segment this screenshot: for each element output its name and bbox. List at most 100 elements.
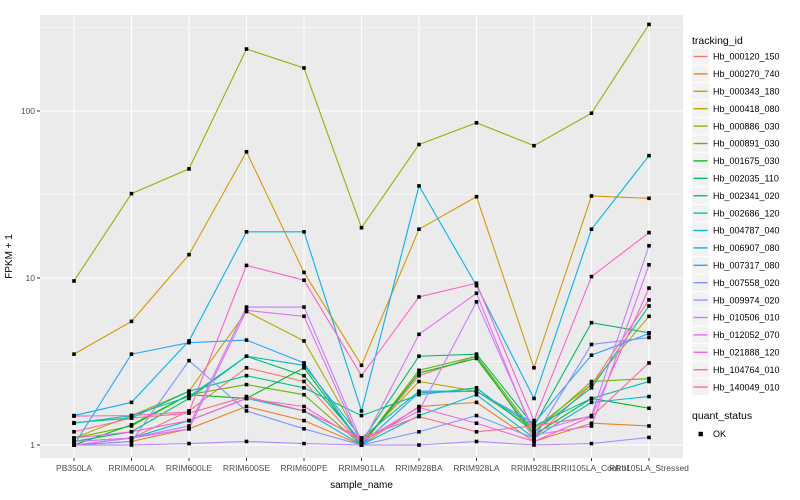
data-point-marker — [244, 263, 249, 268]
legend-item: Hb_021888_120 — [692, 344, 780, 361]
data-point-marker — [647, 394, 651, 399]
data-point-marker — [474, 392, 479, 397]
data-point-marker — [302, 339, 306, 343]
data-point-marker — [474, 352, 479, 356]
data-point-marker — [244, 354, 249, 359]
data-point-marker — [417, 392, 421, 397]
data-point-marker — [302, 305, 306, 309]
data-point-marker — [187, 411, 191, 416]
x-tick-label: RRII105LA_Stressed — [609, 463, 689, 473]
data-point-marker — [244, 394, 249, 399]
data-point-marker — [244, 396, 249, 401]
legend-item-label: Hb_001675_030 — [713, 156, 780, 166]
legend-item-label: OK — [713, 429, 726, 439]
data-point-marker — [589, 421, 594, 426]
data-point-marker — [302, 373, 306, 378]
data-point-marker — [302, 386, 306, 390]
legend-item-label: Hb_004787_040 — [713, 226, 780, 236]
data-point-marker — [187, 358, 191, 363]
legend-item-label: Hb_006907_080 — [713, 243, 780, 253]
x-tick-label: PB350LA — [56, 463, 92, 473]
data-point-marker — [474, 389, 479, 393]
legend-item-label: Hb_140049_010 — [713, 382, 780, 392]
data-point-marker — [72, 439, 76, 444]
axis-ticks: 1 10 100 PB350LA RRIM600LA RRIM600LE RRIM600SE… — [21, 106, 689, 473]
legend-item: Hb_007317_080 — [692, 257, 780, 274]
x-tick-label: RRIM928LA — [453, 463, 500, 473]
data-point-marker — [72, 352, 76, 356]
x-tick-label: RRIM600LA — [108, 463, 155, 473]
data-point-marker — [589, 227, 594, 231]
legend-item: Hb_009974_020 — [692, 291, 780, 309]
data-point-marker — [589, 414, 594, 419]
legend-item: Hb_007558_020 — [692, 274, 780, 291]
data-point-marker — [417, 332, 421, 337]
data-point-marker — [532, 443, 536, 447]
data-point-marker — [129, 429, 134, 434]
data-point-marker — [417, 295, 421, 299]
data-point-marker — [647, 314, 651, 319]
legend-item-label: Hb_000418_080 — [713, 104, 780, 114]
data-point-marker — [302, 66, 306, 70]
data-point-marker — [72, 414, 76, 418]
data-point-marker — [647, 331, 651, 336]
legend-item: Hb_000891_030 — [692, 135, 780, 152]
data-point-marker — [302, 418, 306, 423]
data-point-marker — [474, 356, 479, 361]
data-point-marker — [187, 340, 191, 345]
data-point-marker — [474, 300, 479, 304]
x-tick-label: RRIM600PE — [280, 463, 328, 473]
data-point-marker — [647, 335, 651, 340]
data-point-marker — [129, 413, 134, 418]
legend-item: Hb_000270_740 — [692, 65, 780, 83]
legend-title: tracking_id — [692, 35, 743, 47]
data-point-marker — [129, 416, 134, 420]
legend-item-label: Hb_021888_120 — [713, 348, 780, 358]
data-point-marker — [647, 230, 651, 235]
data-point-marker — [244, 404, 249, 409]
data-point-marker — [532, 418, 536, 423]
data-point-marker — [417, 373, 421, 378]
data-point-marker — [589, 400, 594, 405]
data-point-marker — [187, 418, 191, 423]
data-point-marker — [647, 376, 651, 381]
data-point-marker — [244, 439, 249, 444]
data-point-marker — [474, 429, 479, 434]
data-point-marker — [474, 386, 479, 390]
data-point-marker — [417, 379, 421, 384]
y-tick-label: 10 — [26, 273, 36, 283]
data-point-marker — [302, 363, 306, 368]
x-tick-label: RRIM928BA — [395, 463, 443, 473]
x-tick-label: RRII105LA_Control — [555, 463, 629, 473]
data-point-marker — [589, 320, 594, 325]
data-point-marker — [72, 279, 76, 283]
data-point-marker — [532, 439, 536, 444]
legend-item-label: Hb_012052_070 — [713, 330, 780, 340]
data-point-marker — [532, 424, 536, 428]
data-point-marker — [474, 354, 479, 359]
legend-item: Hb_010506_010 — [692, 309, 780, 326]
data-point-marker — [474, 194, 479, 199]
legend-item-label: Hb_000891_030 — [713, 139, 780, 149]
data-point-marker — [532, 429, 536, 434]
data-point-marker — [187, 167, 191, 171]
data-point-marker — [417, 414, 421, 419]
data-point-marker — [359, 409, 364, 413]
legend-item: Hb_012052_070 — [692, 326, 780, 344]
legend-item-label: Hb_000886_030 — [713, 121, 780, 131]
data-point-marker — [359, 436, 364, 440]
data-point-marker — [359, 363, 364, 368]
data-point-marker — [302, 365, 306, 370]
data-point-marker — [72, 421, 76, 426]
data-point-marker — [647, 379, 651, 384]
data-point-marker — [532, 427, 536, 431]
data-point-marker — [647, 262, 651, 267]
data-point-marker — [359, 413, 364, 418]
data-point-marker — [532, 436, 536, 440]
data-point-marker — [647, 361, 651, 365]
data-point-marker — [474, 421, 479, 426]
data-point-marker — [302, 404, 306, 409]
data-point-marker — [417, 371, 421, 375]
data-point-marker — [647, 286, 651, 290]
